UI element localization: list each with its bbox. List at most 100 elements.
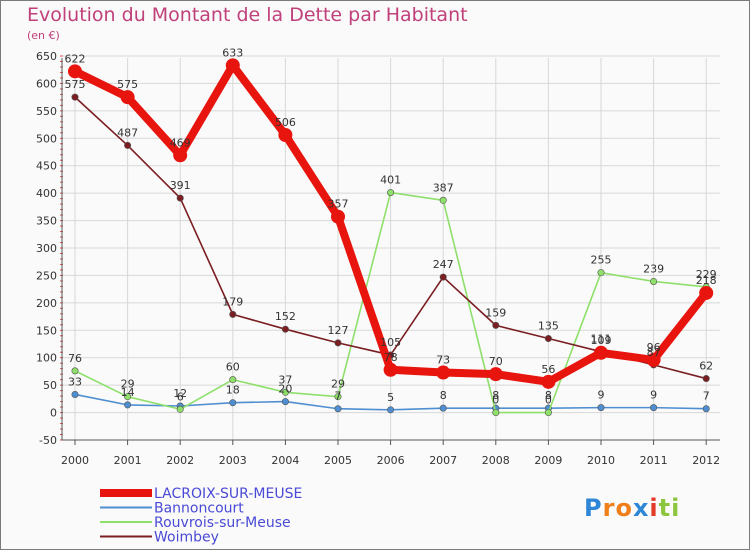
- proxiti-logo: Proxiti: [584, 494, 680, 522]
- data-label: 33: [68, 375, 82, 388]
- data-label: 0: [545, 394, 552, 407]
- data-label: 391: [170, 179, 191, 192]
- y-tick-label: 200: [36, 297, 57, 310]
- data-label: 37: [278, 373, 292, 386]
- data-label: 60: [226, 361, 240, 374]
- legend-label: Bannoncourt: [154, 501, 244, 517]
- data-label: 29: [331, 378, 345, 391]
- chart-subtitle: (en €): [27, 29, 60, 42]
- data-point: [439, 404, 447, 412]
- data-label: 18: [226, 384, 240, 397]
- data-label: 8: [492, 389, 499, 402]
- data-label: 109: [591, 334, 612, 347]
- x-tick-label: 2003: [219, 454, 247, 467]
- x-tick-label: 2002: [166, 454, 194, 467]
- data-label: 87: [647, 346, 661, 359]
- data-point: [597, 269, 605, 277]
- data-label: 127: [328, 324, 349, 337]
- data-label: 14: [121, 386, 135, 399]
- data-label: 20: [278, 383, 292, 396]
- data-label: 506: [275, 116, 296, 129]
- data-label: 7: [703, 390, 710, 403]
- y-tick-label: 250: [36, 269, 57, 282]
- chart-title: Evolution du Montant de la Dette par Hab…: [27, 4, 468, 26]
- legend-label: Woimbey: [154, 530, 219, 546]
- data-label: 6: [177, 390, 184, 403]
- data-point: [229, 399, 237, 407]
- series-layer: [68, 58, 714, 417]
- data-label: 469: [170, 136, 191, 149]
- data-point: [124, 393, 132, 401]
- data-point: [281, 398, 289, 406]
- data-label: 159: [485, 306, 506, 319]
- y-tick-label: 150: [36, 324, 57, 337]
- legend-label: Rouvrois-sur-Meuse: [154, 515, 291, 531]
- data-label: 29: [121, 378, 135, 391]
- logo-letter: P: [584, 494, 603, 522]
- y-tick-label: 300: [36, 242, 57, 255]
- y-tick-label: 500: [36, 132, 57, 145]
- x-tick-label: 2010: [587, 454, 615, 467]
- x-tick-label: 2011: [640, 454, 668, 467]
- data-point: [281, 325, 289, 333]
- data-point: [278, 127, 293, 142]
- y-tick-label: 450: [36, 160, 57, 173]
- data-point: [699, 285, 714, 300]
- data-point: [120, 90, 135, 105]
- data-point: [225, 58, 240, 73]
- data-point: [650, 404, 658, 412]
- data-label: 12: [173, 387, 187, 400]
- x-tick-label: 2000: [61, 454, 89, 467]
- data-point: [702, 405, 710, 413]
- logo-letter: i: [649, 494, 659, 522]
- data-label: 622: [65, 52, 86, 65]
- data-label: 152: [275, 310, 296, 323]
- data-label: 5: [387, 391, 394, 404]
- data-point: [71, 367, 79, 375]
- axes: -500501001502002503003504004505005506006…: [36, 50, 720, 467]
- x-tick-label: 2005: [324, 454, 352, 467]
- data-point: [334, 393, 342, 401]
- legend: LACROIX-SUR-MEUSEBannoncourtRouvrois-sur…: [100, 486, 302, 546]
- data-label: 218: [696, 274, 717, 287]
- data-point: [387, 406, 395, 414]
- data-label: 179: [222, 295, 243, 308]
- logo-letter: o: [615, 494, 633, 522]
- data-label: 575: [117, 78, 138, 91]
- data-point: [488, 367, 503, 382]
- data-point: [71, 390, 79, 398]
- data-point: [281, 388, 289, 396]
- y-tick-label: 350: [36, 215, 57, 228]
- x-tick-label: 2001: [114, 454, 142, 467]
- data-point: [124, 141, 132, 149]
- data-point: [597, 404, 605, 412]
- data-label: 9: [598, 389, 605, 402]
- data-label: 229: [696, 268, 717, 281]
- data-label: 8: [440, 389, 447, 402]
- y-tick-label: -50: [39, 434, 57, 447]
- data-point: [594, 345, 608, 360]
- data-point: [650, 277, 658, 285]
- data-point: [229, 376, 237, 384]
- data-label: 575: [65, 78, 86, 91]
- data-label: 96: [647, 341, 661, 354]
- x-tick-label: 2006: [377, 454, 405, 467]
- data-label: 62: [699, 360, 713, 373]
- logo-letter: r: [602, 494, 616, 522]
- data-label: 70: [489, 355, 503, 368]
- x-tick-label: 2012: [692, 454, 720, 467]
- data-point: [124, 401, 132, 409]
- data-point: [176, 194, 184, 202]
- data-point: [383, 362, 398, 377]
- data-point: [229, 310, 237, 318]
- logo-letter: x: [632, 494, 650, 522]
- logo-letter: i: [671, 494, 681, 522]
- data-point: [334, 339, 342, 347]
- y-tick-label: 400: [36, 187, 57, 200]
- data-label: 0: [492, 394, 499, 407]
- data-label: 357: [328, 198, 349, 211]
- y-tick-label: 600: [36, 77, 57, 90]
- data-point: [541, 374, 556, 389]
- data-label: 239: [643, 262, 664, 275]
